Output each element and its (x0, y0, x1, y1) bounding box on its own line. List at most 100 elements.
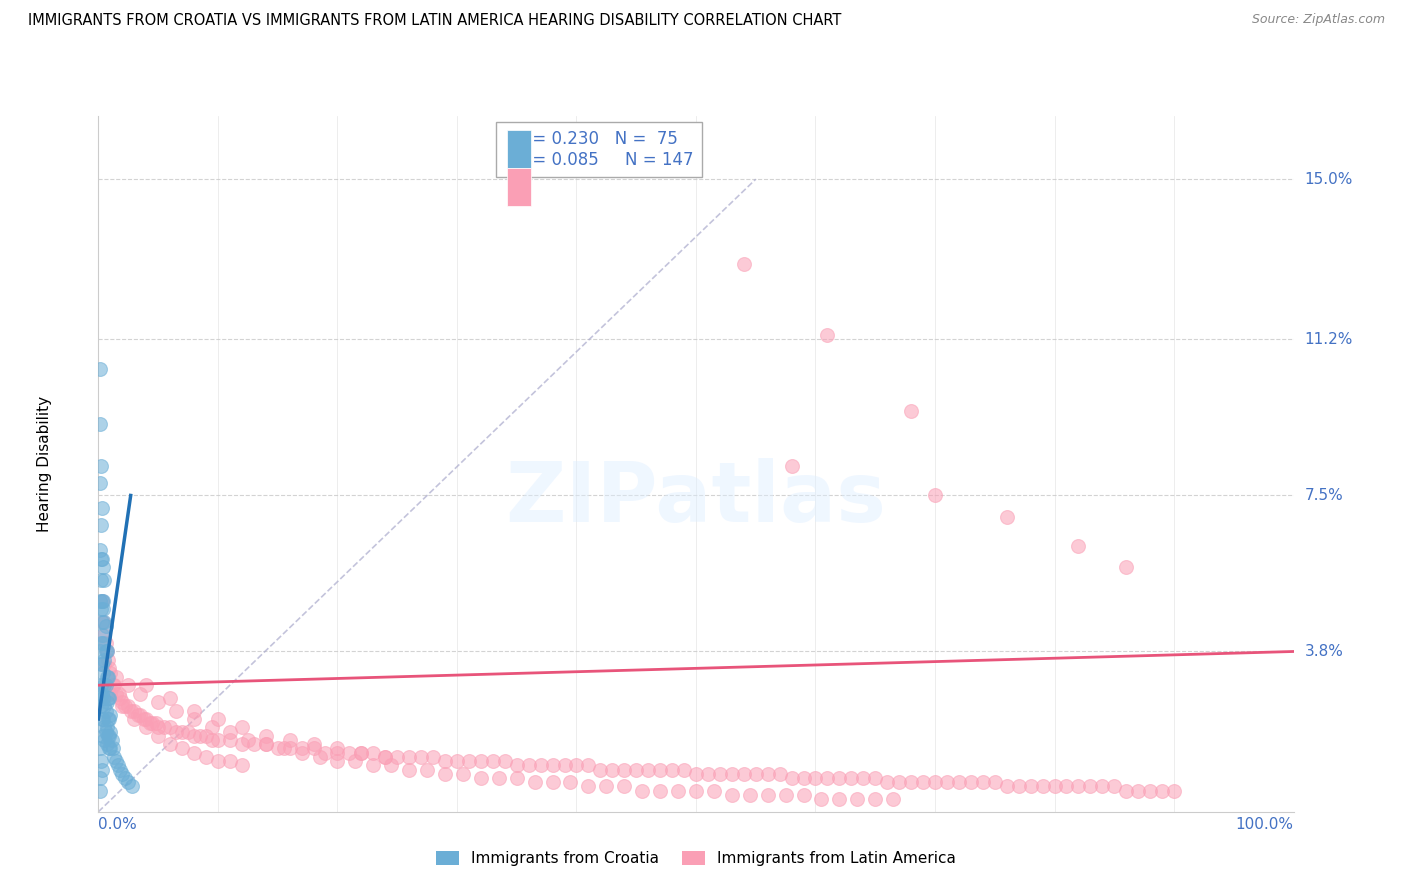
Point (107, 687, 129, 701)
Point (1163, 783, 1185, 797)
Point (90, 657, 112, 672)
Point (219, 754, 242, 768)
Point (363, 746, 385, 760)
Point (201, 733, 224, 747)
Point (541, 775, 564, 789)
Point (889, 775, 911, 789)
Point (337, 746, 360, 760)
Point (673, 763, 696, 777)
Point (254, 737, 277, 751)
Point (91, 665, 114, 680)
Point (278, 733, 301, 747)
Point (995, 780, 1018, 794)
Point (183, 712, 205, 726)
Point (948, 775, 970, 789)
Point (882, 792, 904, 806)
Point (91, 615, 114, 629)
Point (91, 627, 114, 641)
Point (89, 644, 111, 658)
Point (846, 792, 869, 806)
Point (201, 720, 224, 734)
Point (91, 594, 114, 608)
Point (94, 644, 117, 658)
Point (756, 766, 779, 780)
Point (96, 720, 118, 734)
Point (94, 724, 117, 739)
Point (91, 690, 114, 705)
Point (231, 758, 253, 772)
Point (93, 678, 115, 692)
Point (446, 754, 468, 768)
Point (273, 741, 295, 756)
Point (111, 699, 134, 714)
Point (666, 783, 689, 797)
Point (105, 670, 128, 684)
Point (159, 720, 181, 734)
Point (91, 687, 114, 701)
Point (613, 763, 636, 777)
Point (302, 737, 325, 751)
Point (194, 750, 217, 764)
Point (98, 690, 121, 705)
Point (159, 737, 181, 751)
Point (576, 780, 599, 794)
Point (828, 771, 851, 785)
Point (685, 766, 707, 780)
Point (183, 729, 205, 743)
Point (613, 780, 636, 794)
Point (433, 766, 456, 780)
Point (89, 594, 111, 608)
Text: 3.8%: 3.8% (1305, 644, 1344, 659)
Point (148, 720, 170, 734)
Point (1043, 780, 1066, 794)
Point (775, 788, 797, 802)
Point (780, 771, 803, 785)
Point (91, 594, 114, 608)
Point (541, 758, 564, 772)
Point (290, 746, 312, 760)
Point (236, 733, 259, 747)
Point (94, 704, 117, 718)
Point (506, 758, 529, 772)
Point (703, 783, 725, 797)
Point (721, 766, 744, 780)
Point (1080, 780, 1102, 794)
Point (470, 754, 492, 768)
Point (97, 690, 120, 705)
Point (815, 771, 838, 785)
Point (1115, 783, 1137, 797)
Point (697, 766, 720, 780)
Point (793, 788, 815, 802)
Point (89, 741, 111, 756)
Point (183, 746, 205, 760)
Point (380, 758, 402, 772)
Point (458, 754, 481, 768)
Point (308, 750, 330, 764)
Point (344, 754, 367, 768)
Point (91, 657, 114, 672)
Point (188, 729, 211, 743)
Point (159, 690, 181, 705)
Point (90, 678, 112, 692)
Text: 11.2%: 11.2% (1305, 332, 1353, 347)
Point (422, 750, 444, 764)
Point (768, 766, 790, 780)
Point (565, 758, 588, 772)
Point (165, 724, 187, 739)
Point (91, 712, 114, 726)
Point (433, 754, 456, 768)
Point (254, 737, 277, 751)
Point (733, 256, 755, 270)
Point (145, 716, 167, 731)
Point (96, 737, 118, 751)
Point (793, 771, 815, 785)
Text: ZIPatlas: ZIPatlas (506, 458, 886, 539)
Point (96, 644, 118, 658)
Point (90, 699, 112, 714)
Point (94, 636, 117, 650)
Point (350, 746, 373, 760)
Point (506, 771, 529, 785)
Point (90, 458, 112, 473)
Point (135, 720, 157, 734)
Point (93, 653, 115, 667)
